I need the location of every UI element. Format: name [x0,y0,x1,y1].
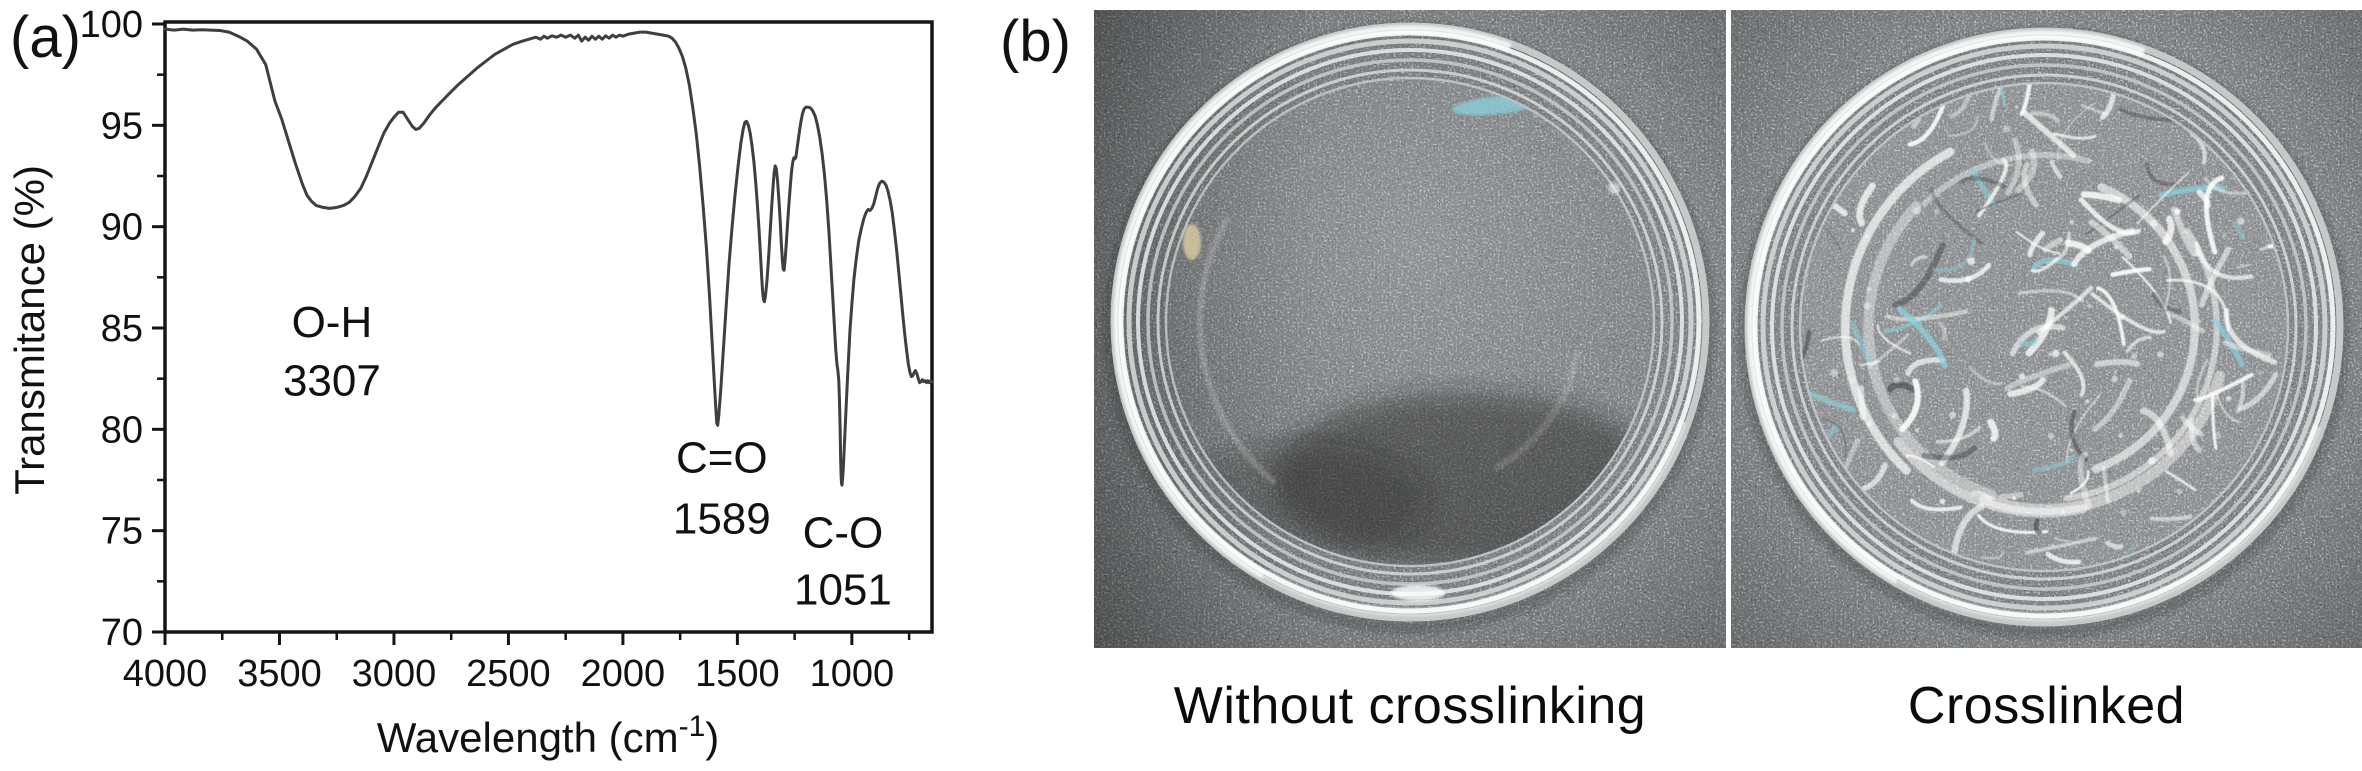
svg-text:3500: 3500 [237,653,322,695]
svg-text:4000: 4000 [123,653,208,695]
svg-text:3000: 3000 [352,653,437,695]
svg-text:1500: 1500 [695,653,780,695]
svg-text:75: 75 [101,511,143,553]
photo-crosslinked [1731,10,2362,648]
caption-crosslinked: Crosslinked [1907,677,2186,735]
svg-text:C=O: C=O [676,434,768,483]
ftir-spectrum-chart: 70 75 80 85 90 95 100 4000 3500 3000 2500 2000 1500 1… [6,4,934,761]
chart-graphics: 70 75 80 85 90 95 100 4000 3500 3000 2500 2000 1500 1… [80,4,934,695]
photo-without-crosslinking [1094,10,1726,648]
caption-without-crosslinking: Without crosslinking [1173,677,1647,735]
svg-text:95: 95 [101,105,143,147]
x-axis-title: Wavelength (cm-1) [377,710,720,761]
panel-b-label: (b) [1000,9,1071,74]
svg-text:90: 90 [101,207,143,249]
svg-text:Wavelength (cm-1): Wavelength (cm-1) [377,710,720,761]
svg-text:C-O: C-O [803,509,884,558]
svg-text:O-H: O-H [292,298,373,347]
panel-a-label: (a) [10,5,81,70]
svg-text:1000: 1000 [810,653,895,695]
svg-text:100: 100 [80,4,143,46]
svg-text:70: 70 [101,612,143,654]
svg-text:1051: 1051 [794,565,892,614]
y-axis-title: Transmitance (%) [6,165,53,495]
svg-text:2000: 2000 [581,653,666,695]
svg-text:3307: 3307 [283,357,381,406]
svg-text:80: 80 [101,409,143,451]
svg-text:1589: 1589 [673,495,771,544]
svg-text:85: 85 [101,308,143,350]
svg-text:2500: 2500 [466,653,551,695]
